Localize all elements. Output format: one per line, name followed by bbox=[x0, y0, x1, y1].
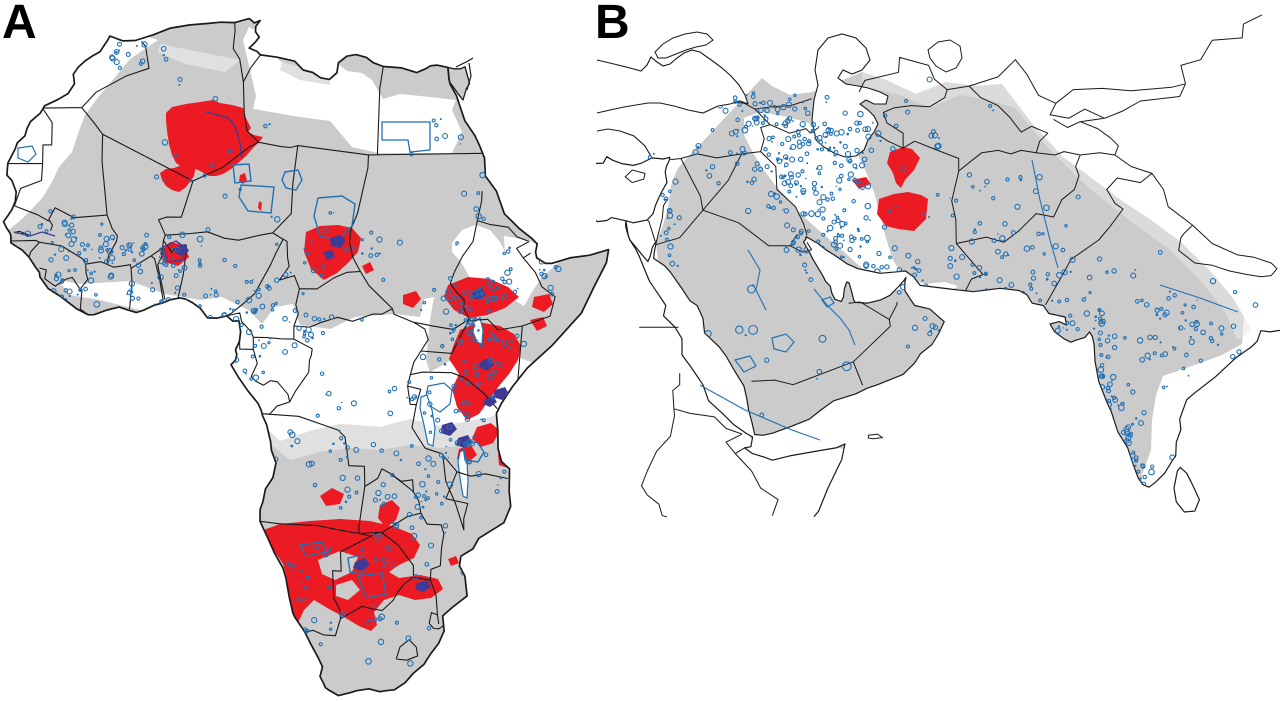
svg-text:A: A bbox=[2, 0, 37, 49]
svg-text:B: B bbox=[595, 0, 630, 49]
